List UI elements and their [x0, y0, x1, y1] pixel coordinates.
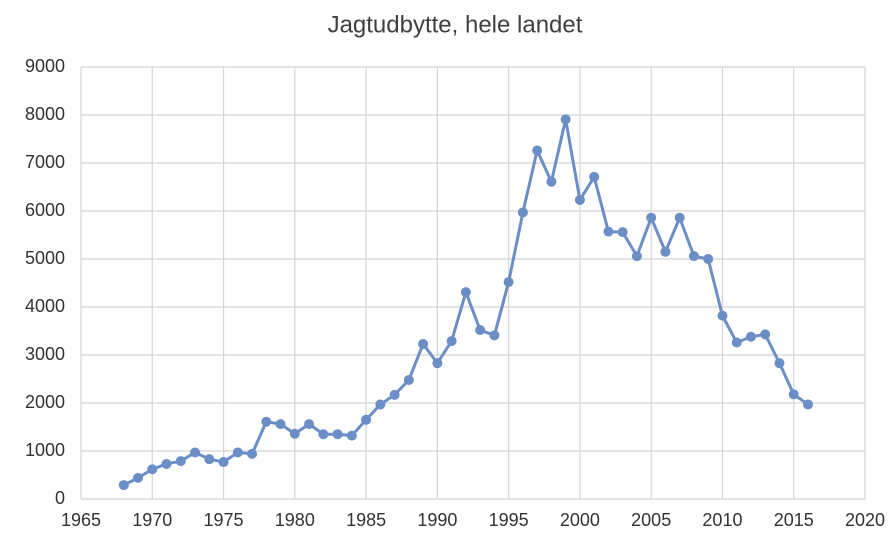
data-point	[788, 389, 799, 400]
x-tick-label: 1965	[61, 510, 101, 530]
x-tick-label: 2020	[845, 510, 885, 530]
data-point	[731, 337, 742, 348]
data-point	[147, 464, 158, 475]
y-tick-label: 9000	[25, 56, 65, 76]
x-tick-label: 1990	[417, 510, 457, 530]
data-point	[617, 227, 628, 238]
x-tick-label: 2005	[631, 510, 671, 530]
y-tick-label: 6000	[25, 200, 65, 220]
x-tick-label: 1995	[489, 510, 529, 530]
data-line	[123, 117, 809, 487]
data-point	[688, 251, 699, 262]
data-point	[289, 428, 300, 439]
data-point	[503, 277, 514, 288]
data-point	[133, 472, 144, 483]
y-tick-label: 2000	[25, 392, 65, 412]
data-point	[802, 399, 813, 410]
data-point	[574, 194, 585, 205]
data-point	[717, 310, 728, 321]
y-tick-label: 0	[55, 488, 65, 508]
data-point	[460, 287, 471, 298]
y-tick-label: 7000	[25, 152, 65, 172]
data-point	[204, 454, 215, 465]
y-tick-label: 5000	[25, 248, 65, 268]
data-point	[346, 430, 357, 441]
data-point	[304, 419, 315, 430]
data-point	[446, 336, 457, 347]
y-tick-label: 4000	[25, 296, 65, 316]
data-point	[247, 448, 258, 459]
data-point	[175, 456, 186, 467]
data-point	[560, 114, 571, 125]
x-tick-label: 2015	[774, 510, 814, 530]
data-point	[432, 358, 443, 369]
y-tick-label: 1000	[25, 440, 65, 460]
data-point	[532, 145, 543, 156]
data-point	[745, 331, 756, 342]
y-tick-label: 3000	[25, 344, 65, 364]
data-point	[418, 338, 429, 349]
data-point	[703, 254, 714, 264]
chart-title: Jagtudbytte, hele landet	[328, 11, 583, 38]
x-tick-label: 2000	[560, 510, 600, 530]
data-point	[489, 330, 500, 341]
data-point	[375, 399, 386, 410]
data-point	[546, 176, 557, 187]
y-tick-label: 8000	[25, 104, 65, 124]
data-point	[218, 457, 229, 468]
x-tick-label: 1975	[204, 510, 244, 530]
data-point	[332, 429, 343, 440]
x-tick-label: 1985	[346, 510, 386, 530]
data-point	[517, 207, 528, 218]
data-point	[318, 429, 329, 440]
data-point	[631, 251, 642, 262]
data-point	[361, 414, 372, 425]
data-point	[589, 171, 600, 182]
data-point	[660, 246, 671, 257]
data-point	[475, 325, 486, 336]
data-point	[389, 389, 400, 400]
x-tick-label: 1970	[132, 510, 172, 530]
data-point	[190, 447, 201, 458]
data-point	[275, 419, 286, 430]
data-point	[774, 358, 785, 369]
data-point	[760, 329, 771, 340]
data-point	[603, 226, 614, 237]
data-point	[674, 212, 685, 223]
data-point	[403, 374, 414, 385]
data-point	[118, 480, 129, 491]
data-point	[646, 212, 657, 223]
x-tick-label: 1980	[275, 510, 315, 530]
data-point	[161, 458, 172, 469]
x-tick-label: 2010	[702, 510, 742, 530]
data-point	[232, 447, 243, 458]
data-point	[261, 416, 272, 427]
